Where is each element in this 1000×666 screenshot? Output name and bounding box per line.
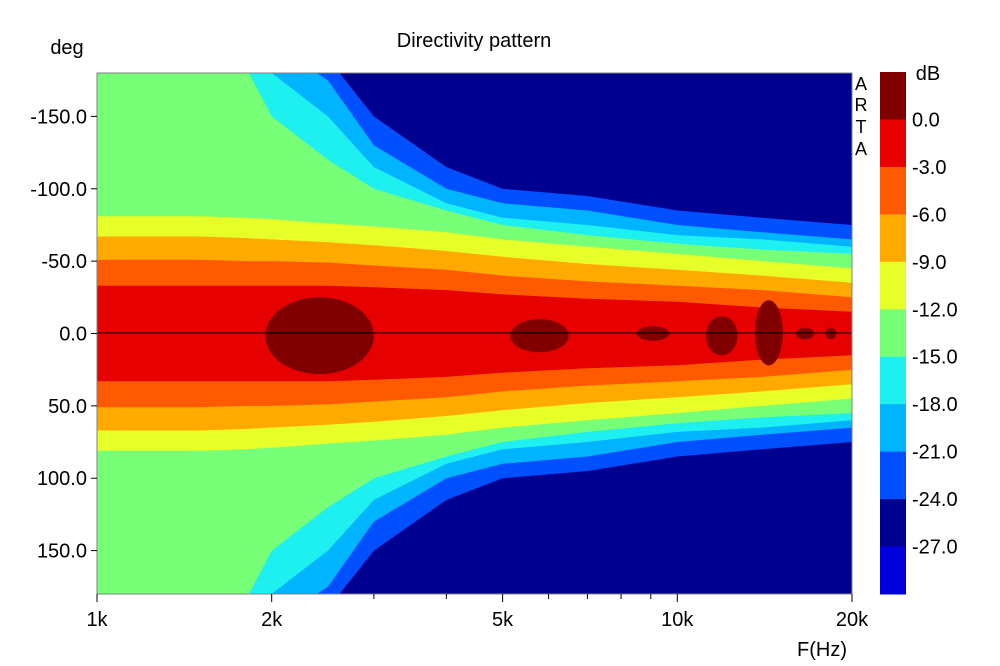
colorbar-segment [880, 356, 906, 405]
watermark-letter: R [855, 95, 868, 115]
colorbar-segment [880, 546, 906, 595]
colorbar-label: -18.0 [912, 394, 958, 416]
x-axis: 1k 2k 5k 10k 20k [86, 594, 869, 631]
y-tick-label: -100.0 [30, 179, 87, 201]
x-tick-label: 5k [492, 609, 514, 631]
colorbar-label: -24.0 [912, 489, 958, 511]
colorbar-segment [880, 404, 906, 453]
colorbar-unit: dB [916, 63, 940, 85]
colorbar-label: -15.0 [912, 347, 958, 369]
colorbar-segment [880, 214, 906, 263]
colorbar-label: -21.0 [912, 442, 958, 464]
y-tick-label: 150.0 [37, 541, 87, 563]
colorbar-label: -6.0 [912, 204, 946, 226]
peak-regions [265, 297, 837, 375]
x-tick-label: 10k [661, 609, 694, 631]
peak-region [265, 297, 374, 375]
y-tick-label: 100.0 [37, 468, 87, 490]
x-tick-label: 2k [261, 609, 283, 631]
x-tick-label: 1k [86, 609, 108, 631]
watermark-letter: A [855, 139, 867, 159]
plot-area [97, 73, 852, 594]
watermark-letter: A [855, 74, 867, 94]
y-axis-label: deg [50, 37, 83, 59]
peak-region [705, 316, 738, 356]
watermark-letter: T [856, 117, 867, 137]
colorbar-label: -3.0 [912, 157, 946, 179]
colorbar-segment [880, 309, 906, 358]
colorbar-label: 0.0 [912, 110, 940, 132]
arta-watermark: A R T A [855, 74, 868, 159]
colorbar-label: -27.0 [912, 537, 958, 559]
colorbar-segment [880, 451, 906, 500]
colorbar-segment [880, 72, 906, 120]
colorbar-label: -9.0 [912, 252, 946, 274]
colorbar-segment [880, 261, 906, 310]
colorbar-segment [880, 166, 906, 215]
x-tick-label: 20k [836, 609, 869, 631]
y-tick-label: 0.0 [59, 324, 87, 346]
peak-region [510, 319, 569, 353]
y-axis: -150.0 -100.0 -50.0 0.0 50.0 100.0 150.0 [30, 106, 97, 563]
contour-bands [97, 73, 852, 594]
colorbar-label: -12.0 [912, 299, 958, 321]
y-tick-label: -150.0 [30, 106, 87, 128]
colorbar-legend: dB 0.0 -3.0 -6.0 -9.0 -12.0 -15.0 -18.0 -21.0 -2… [880, 63, 958, 595]
chart-title: Directivity pattern [397, 30, 552, 52]
y-tick-label: 50.0 [48, 396, 87, 418]
colorbar-segment [880, 119, 906, 168]
x-axis-label: F(Hz) [797, 639, 847, 661]
colorbar-segment [880, 499, 906, 548]
y-tick-label: -50.0 [41, 251, 87, 273]
